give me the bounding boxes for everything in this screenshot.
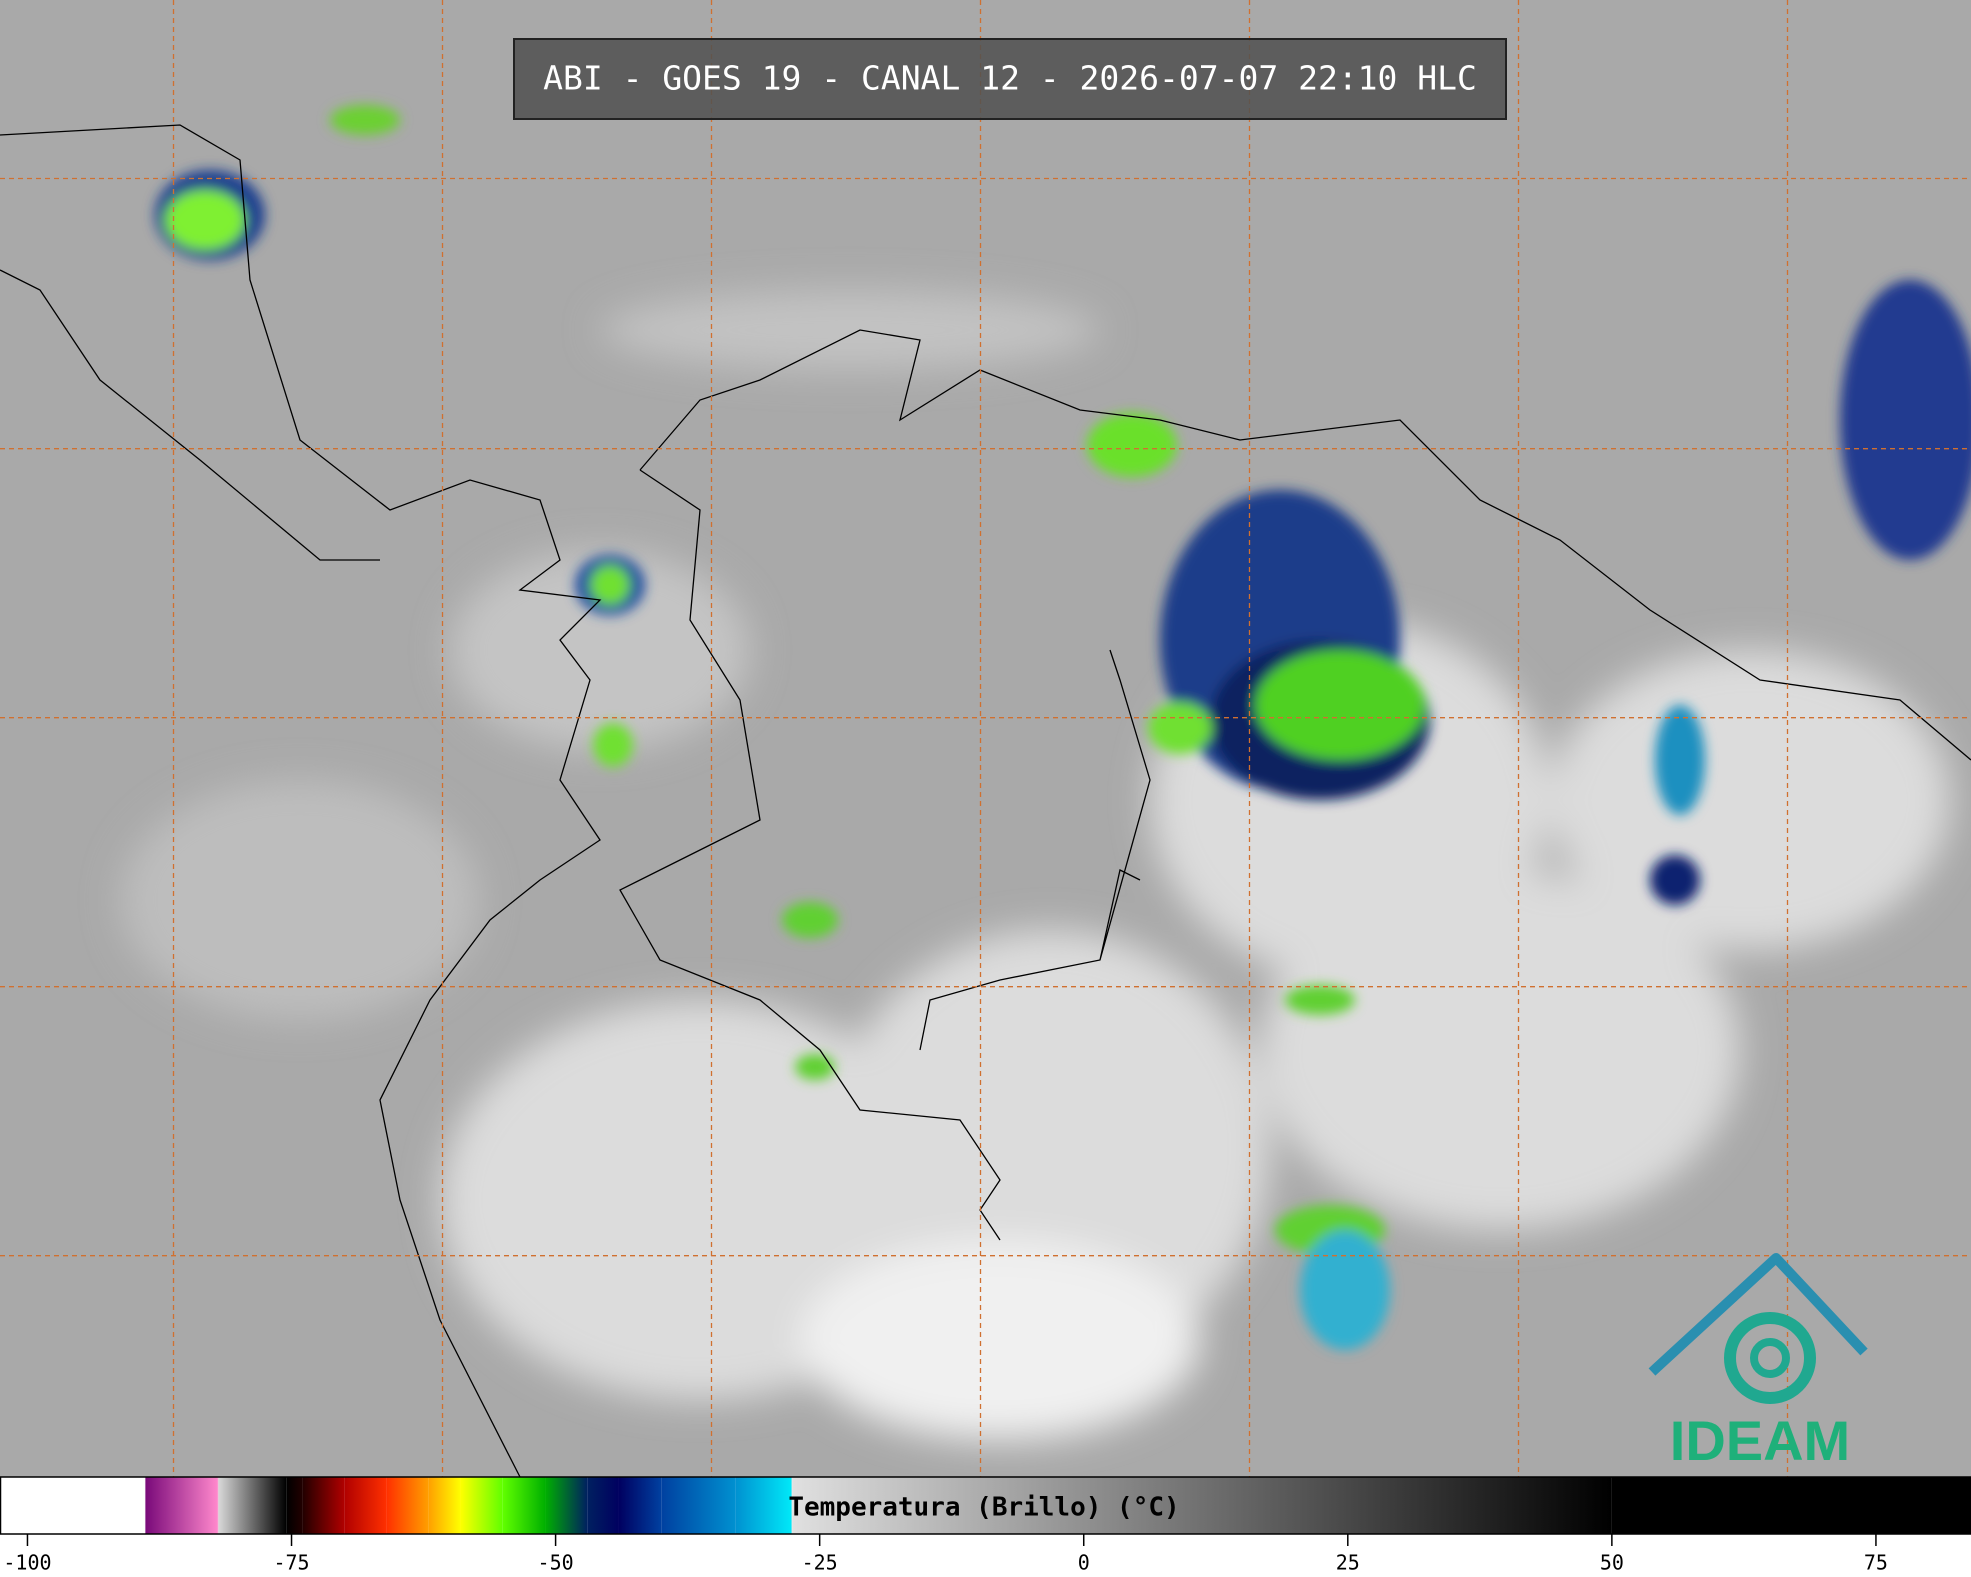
colorbar-segment xyxy=(217,1477,219,1534)
colorbar-segment xyxy=(386,1477,429,1534)
title: ABI - GOES 19 - CANAL 12 - 2026-07-07 22… xyxy=(543,59,1477,98)
colorbar-segment xyxy=(460,1477,503,1534)
tick-label: 75 xyxy=(1864,1551,1888,1575)
tick-label: 25 xyxy=(1336,1551,1360,1575)
logo-text: IDEAM xyxy=(1670,1409,1850,1472)
colorbar-segment xyxy=(1611,1477,1971,1534)
colorbar-segment xyxy=(661,1477,736,1534)
colorbar-segment xyxy=(0,1477,145,1534)
tick-label: -25 xyxy=(802,1551,838,1575)
tick-label: 0 xyxy=(1078,1551,1090,1575)
colorbar-segment xyxy=(791,1477,793,1534)
colorbar-segment xyxy=(145,1477,218,1534)
tick-label: -75 xyxy=(273,1551,309,1575)
colorbar-label: Temperatura (Brillo) (°C) xyxy=(788,1493,1179,1523)
colorbar-segment xyxy=(144,1477,146,1534)
colorbar-segment xyxy=(545,1477,588,1534)
colorbar-segment xyxy=(286,1477,303,1534)
borders xyxy=(0,124,1971,1478)
tick-label: 50 xyxy=(1600,1551,1624,1575)
map xyxy=(0,0,1971,1478)
colorbar-segment xyxy=(502,1477,546,1534)
colorbar-segment xyxy=(587,1477,619,1534)
clouds xyxy=(120,290,1950,1440)
convection xyxy=(155,105,1971,1350)
colorbar-segment xyxy=(792,1477,1612,1534)
colorbar: Temperatura (Brillo) (°C) -100 -75 -50 -25 0 2… xyxy=(0,1476,1971,1575)
title-box: ABI - GOES 19 - CANAL 12 - 2026-07-07 22… xyxy=(513,38,1507,120)
colorbar-segment xyxy=(618,1477,662,1534)
colorbar-segment xyxy=(344,1477,387,1534)
colorbar-segment xyxy=(218,1477,287,1534)
tick-label: -100 xyxy=(3,1551,51,1575)
logo: IDEAM xyxy=(1648,1253,1868,1472)
tick-label: -50 xyxy=(538,1551,574,1575)
colorbar-segment xyxy=(428,1477,461,1534)
colorbar-segment xyxy=(735,1477,792,1534)
grid-lines xyxy=(0,0,1971,1477)
colorbar-segment xyxy=(302,1477,345,1534)
